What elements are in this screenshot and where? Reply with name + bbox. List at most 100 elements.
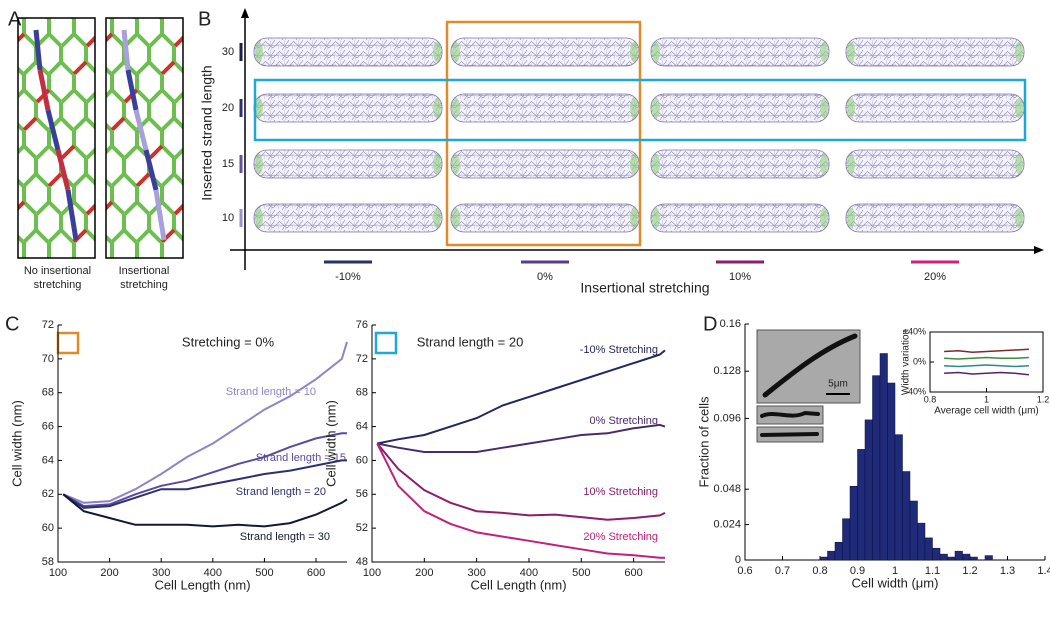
crosslink	[22, 116, 38, 132]
x-tick-label: 1.3	[1000, 565, 1015, 577]
lattice-edge	[59, 116, 75, 132]
lattice-edge	[106, 234, 113, 244]
lattice-edge	[0, 146, 11, 158]
panel-label: D	[703, 313, 717, 335]
crosslink	[106, 32, 114, 43]
x-axis-label: Cell Length (nm)	[154, 577, 250, 592]
x-axis-label: Cell Length (nm)	[470, 577, 566, 592]
bar	[857, 449, 866, 561]
row-label: 20	[222, 102, 234, 114]
crosslink	[110, 116, 126, 132]
lattice-edge	[122, 228, 138, 244]
cell-cap	[820, 98, 828, 118]
crosslink	[148, 88, 164, 104]
inserted-strand	[65, 189, 79, 241]
x-tick-label: 300	[467, 567, 485, 579]
lattice-edge	[34, 172, 50, 188]
lattice-edge	[59, 228, 75, 244]
crosslink	[187, 286, 199, 298]
highlight-column	[445, 20, 642, 247]
x-tick-label: 0.7	[775, 565, 790, 577]
cell-cap	[630, 154, 638, 174]
y-tick-label: 0%	[913, 356, 926, 366]
crosslink	[87, 6, 99, 18]
cell-cap	[433, 154, 441, 174]
x-tick-label: 1	[892, 565, 898, 577]
crosslink	[106, 144, 114, 155]
series-label: 20% Stretching	[583, 531, 658, 543]
x-tick-label: 1	[984, 394, 989, 404]
y-tick-label: 48	[356, 556, 368, 568]
crosslink	[173, 147, 183, 160]
lattice-edge	[22, 200, 38, 216]
series-label: 10% Stretching	[583, 486, 658, 498]
column-label: 0%	[537, 271, 553, 283]
lattice-edge	[187, 34, 199, 46]
lattice-edge	[0, 90, 11, 102]
lattice-edge	[174, 6, 186, 18]
legend-square	[374, 331, 398, 355]
cell-cap	[652, 42, 660, 62]
x-tick-label: 400	[204, 567, 222, 579]
crosslink	[135, 228, 151, 244]
cell-cap	[452, 208, 460, 228]
lattice-edge	[172, 228, 183, 242]
inserted-strand	[143, 149, 159, 191]
crosslink	[72, 60, 88, 76]
bar	[932, 547, 941, 561]
cell-model	[650, 203, 830, 233]
lattice-edge	[147, 228, 163, 244]
cell-model	[845, 203, 1025, 233]
lattice-edge	[45, 18, 48, 20]
y-tick-label: 0.16	[720, 318, 741, 330]
lattice-edge	[18, 122, 25, 132]
crosslink	[0, 118, 11, 130]
x-tick-label: 100	[363, 567, 381, 579]
inserted-strand	[33, 29, 43, 71]
lattice-edge	[199, 230, 211, 242]
legend-square	[56, 331, 80, 355]
bar	[947, 556, 956, 561]
cell-cap	[433, 98, 441, 118]
y-tick-label: 64	[42, 454, 54, 466]
lattice-edge	[187, 202, 199, 214]
lattice-edge	[187, 258, 199, 270]
crosslink	[60, 88, 76, 104]
series-line	[944, 348, 1029, 354]
lattice-edge	[84, 60, 95, 74]
chart-title: Stretching = 0%	[182, 334, 275, 349]
cell-cap	[452, 98, 460, 118]
cell-cap	[433, 208, 441, 228]
x-tick-label: 1.2	[962, 565, 977, 577]
lattice-edge	[136, 6, 148, 18]
lattice-edge	[106, 122, 113, 132]
lattice-edge	[158, 18, 161, 20]
crosslink	[137, 18, 140, 20]
crosslink	[18, 144, 26, 155]
y-tick-label: 0	[735, 554, 741, 566]
lattice-edge	[172, 172, 183, 186]
bar	[872, 375, 881, 561]
cell-model	[650, 149, 830, 179]
bar	[954, 550, 963, 561]
series-line	[377, 349, 666, 445]
crosslink	[72, 172, 88, 188]
crosslink	[72, 116, 88, 132]
crosslink	[160, 60, 176, 76]
series-line	[62, 493, 348, 528]
lattice-edge	[133, 18, 136, 20]
lattice-edge	[160, 32, 176, 48]
lattice-edge	[212, 34, 224, 46]
crosslink	[49, 18, 52, 20]
cell-cap	[630, 42, 638, 62]
series-line	[944, 356, 1029, 360]
cell-cap	[255, 208, 263, 228]
lattice-edge	[59, 60, 75, 76]
bar	[864, 419, 873, 561]
lattice	[87, 6, 224, 298]
series-label: -10% Stretching	[580, 344, 658, 356]
cell-model	[845, 37, 1025, 67]
cell-model	[253, 37, 443, 67]
crosslink	[110, 172, 126, 188]
